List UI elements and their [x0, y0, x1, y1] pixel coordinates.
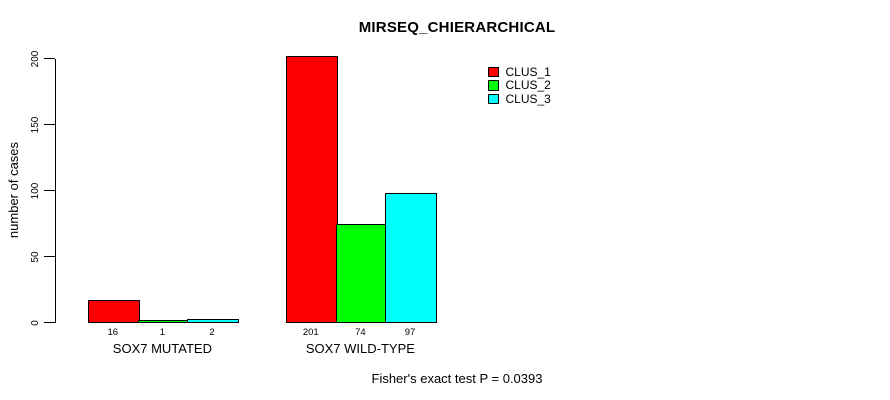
y-tick-label: 150: [30, 116, 41, 133]
legend-swatch-clus-3: [488, 93, 499, 104]
bar-value-label: 201: [302, 326, 319, 338]
legend-item-clus-2: CLUS_2: [488, 79, 551, 93]
y-tick-label: 200: [30, 50, 41, 67]
bar-clus-2-sox7-mutated: [137, 319, 190, 324]
bar-value-label: 16: [107, 326, 119, 338]
bar-clus-3-sox7-mutated: [187, 318, 239, 324]
y-tick-mark: [43, 189, 55, 192]
y-tick-mark: [43, 321, 55, 324]
bar-value-label: 97: [404, 326, 416, 338]
bar-value-label: 74: [355, 326, 366, 338]
legend-label: CLUS_1: [505, 64, 551, 79]
legend-item-clus-3: CLUS_3: [488, 92, 551, 106]
category-label-sox7-mutated: SOX7 MUTATED: [112, 341, 212, 356]
y-tick-mark: [43, 57, 55, 60]
y-tick-label: 0: [30, 319, 41, 326]
bar-value-label: 2: [209, 326, 215, 338]
legend: CLUS_1 CLUS_2 CLUS_3: [488, 65, 551, 106]
bar-clus-1-sox7-wild-type: [286, 55, 338, 324]
legend-swatch-clus-2: [488, 80, 499, 91]
y-axis-line: [54, 58, 56, 323]
y-tick-label: 50: [30, 250, 41, 263]
legend-label: CLUS_3: [505, 91, 551, 106]
y-tick-label: 100: [30, 182, 41, 199]
bar-clus-1-sox7-mutated: [88, 300, 140, 324]
y-tick-mark: [43, 123, 55, 126]
bar-value-label: 1: [159, 326, 166, 338]
y-axis-label: number of cases: [6, 141, 21, 239]
legend-swatch-clus-1: [488, 66, 499, 77]
category-label-sox7-wild-type: SOX7 WILD-TYPE: [305, 341, 415, 356]
stat-test-annotation: Fisher's exact test P = 0.0393: [371, 371, 543, 386]
chart-title: MIRSEQ_CHIERARCHICAL: [358, 19, 556, 36]
y-tick-mark: [43, 255, 55, 258]
legend-label: CLUS_2: [505, 78, 551, 93]
bar-clus-3-sox7-wild-type: [385, 193, 437, 324]
legend-item-clus-1: CLUS_1: [488, 65, 551, 79]
bar-clus-2-sox7-wild-type: [335, 223, 388, 324]
